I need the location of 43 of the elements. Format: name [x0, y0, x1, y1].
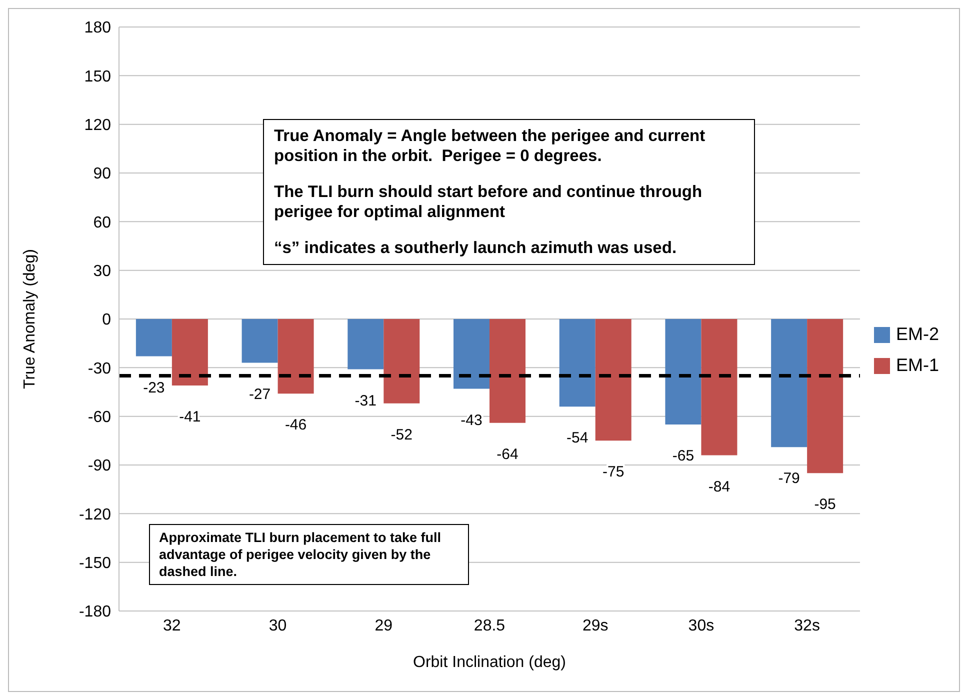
text-box: True Anomaly = Angle between the perigee and current position in the orbit. Perigee = 0 degrees. The TLI burn should start before and continue through perigee for optimal alignment “s” indicates a southerly launch azimuth was used. [263, 119, 755, 265]
data-label: -84 [708, 478, 730, 496]
y-tick-label: 150 [84, 68, 112, 86]
data-label: -23 [143, 379, 165, 396]
y-tick-label: 120 [84, 117, 112, 134]
data-label: -75 [602, 464, 624, 481]
annotation: True Anomaly = Angle between the perigee and current position in the orbit. Perigee = 0 degrees. [274, 126, 706, 166]
y-tick-label: -60 [88, 409, 112, 426]
data-label: -52 [390, 426, 412, 444]
y-tick-label: 60 [93, 214, 112, 232]
y-tick-label: -90 [88, 458, 112, 475]
y-tick-label: -150 [78, 555, 112, 572]
annotation: “s” indicates a southerly launch azimuth was used. [274, 238, 678, 258]
text-box: Approximate TLI burn placement to take full advantage of perigee velocity given by the dashed line. [149, 524, 469, 585]
x-tick-label: 32 [163, 617, 181, 634]
x-tick-label: 29 [374, 617, 393, 634]
data-label: -65 [672, 447, 694, 464]
data-label: -79 [778, 470, 800, 488]
data-label: -54 [566, 430, 588, 447]
y-tick-label: 90 [93, 166, 112, 183]
y-tick-label: -120 [78, 506, 112, 524]
legend-label: EM-2 [896, 324, 939, 345]
annotation: The TLI burn should start before and continue through perigee for optimal alignment [274, 182, 704, 222]
y-tick-label: -30 [88, 360, 112, 378]
data-label: -41 [179, 408, 201, 426]
y-tick-label: 30 [93, 263, 112, 280]
x-tick-label: 30s [688, 617, 714, 634]
x-axis-title: Orbit Inclination (deg) [413, 654, 566, 671]
y-tick-label: 0 [102, 312, 112, 329]
legend-label: EM-1 [896, 355, 939, 376]
data-label: -31 [354, 392, 376, 410]
data-label: -64 [496, 446, 518, 463]
x-tick-label: 30 [268, 617, 287, 634]
data-label: -27 [248, 386, 271, 403]
data-label: -95 [814, 496, 836, 514]
y-tick-label: 180 [84, 20, 112, 37]
y-axis-title: True Anomaly (deg) [22, 249, 39, 389]
x-tick-label: 32s [794, 617, 820, 634]
data-label: -46 [284, 416, 307, 434]
x-tick-label: 28.5 [474, 617, 506, 634]
x-tick-label: 29s [582, 617, 608, 634]
y-tick-label: -180 [78, 604, 112, 621]
data-label: -43 [460, 412, 482, 429]
